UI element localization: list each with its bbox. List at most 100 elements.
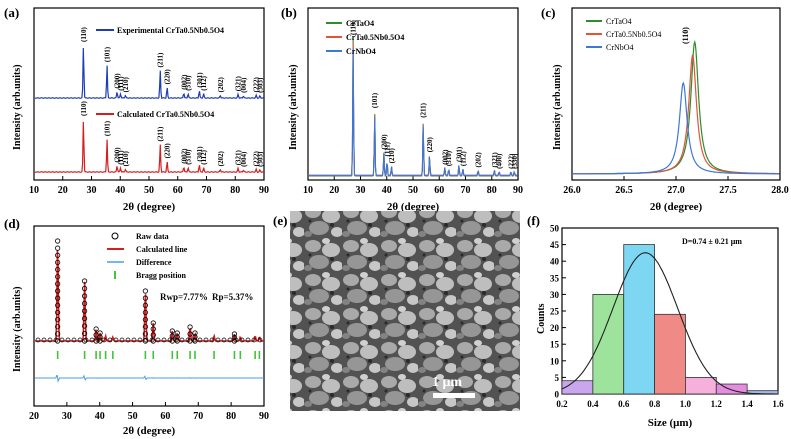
panel-a-peak-label: (112)	[200, 75, 208, 90]
raw-data-point	[89, 337, 95, 343]
raw-data-point	[187, 331, 193, 337]
panel-c: (c) Intensity (arb.units) 2θ (degree) 26…	[541, 5, 789, 213]
panel-f-ytick-label: 10	[550, 356, 560, 366]
exp-line	[34, 47, 264, 99]
raw-data-point	[174, 338, 180, 344]
panel-f-xtick-label: 0.4	[587, 399, 599, 409]
raw-data-point	[93, 332, 99, 338]
raw-data-point	[142, 324, 148, 330]
raw-data-point	[149, 337, 155, 343]
panel-b-xlabel: 2θ (degree)	[387, 201, 440, 213]
raw-data-point	[173, 337, 179, 343]
raw-data-point	[95, 337, 101, 343]
panel-a-xticks: 10 20 30 40 50 60 70 80 90	[29, 176, 269, 196]
legend-c-crnbo4-label: CrNbO4	[606, 43, 634, 52]
raw-data-point	[55, 245, 61, 251]
panel-f-xtick-label: 1.4	[742, 399, 754, 409]
histogram-bar	[623, 244, 655, 395]
raw-data-point	[209, 337, 215, 343]
raw-data-point	[161, 337, 167, 343]
scalebar-label: 1 μm	[432, 375, 462, 390]
panel-f-ytick-label: 30	[550, 290, 560, 300]
panel-f-label: (f)	[527, 213, 540, 228]
raw-data-point	[142, 316, 148, 323]
panel-a-peak-label: (222)	[253, 77, 261, 93]
panel-a-xtick-tick-label: 80	[230, 185, 240, 196]
raw-data-point	[55, 281, 61, 287]
raw-data-point	[251, 337, 257, 343]
raw-data-point	[192, 330, 198, 336]
panel-a-ylabel: Intensity (arb.units)	[12, 64, 23, 150]
panel-d-xtick-tick-label: 20	[29, 411, 39, 422]
panel-b-xtick-tick-label: 90	[513, 185, 523, 196]
panel-f-xtick-label: 0.8	[649, 399, 661, 409]
raw-data-point	[71, 337, 77, 343]
panel-b-peak-label: (200)	[380, 134, 388, 150]
panel-f-ytick-label: 50	[550, 224, 560, 234]
panel-a-exp-series: (110) (101) (200)(111)(210) (211) (220) (002)…	[34, 27, 264, 99]
raw-data-point	[150, 332, 156, 338]
raw-data-point	[41, 337, 47, 343]
panel-f-ytick-label: 0	[555, 390, 560, 400]
histogram-bar	[592, 293, 625, 395]
legend-crtanb-label: CrTa0.5Nb0.5O4	[346, 33, 404, 42]
panel-f-xtick-label: 0.2	[556, 399, 568, 409]
raw-data-point	[113, 337, 119, 343]
raw-data-point	[55, 288, 61, 294]
panel-c-peak-label: (110)	[681, 27, 690, 44]
raw-data-point	[185, 337, 191, 343]
panel-a-peak-label: (303)	[256, 151, 264, 167]
panel-a-peak-label: (200)	[114, 147, 122, 163]
raw-data-point	[82, 278, 88, 284]
raw-data-point	[82, 323, 88, 329]
raw-data-point	[82, 285, 88, 292]
panel-c-xtick-tick-label: 26.5	[615, 185, 633, 196]
panel-f-yticks: 0 5 10 15 20 25 30 35 40 45 50	[550, 224, 566, 400]
gaussian-fit-curve	[561, 252, 778, 395]
raw-data-point	[93, 326, 99, 332]
raw-data-point	[245, 337, 251, 343]
panel-a-peak-label: (202)	[217, 77, 225, 93]
raw-data-point	[82, 315, 88, 322]
panel-a-peak-label: (002)	[180, 74, 188, 90]
panel-c-xtick-tick-label: 27.5	[719, 185, 737, 196]
panel-d-raw-series	[35, 238, 263, 344]
panel-c-xlabel: 2θ (degree)	[650, 201, 703, 213]
crtao4-peak-line	[573, 39, 780, 175]
panel-a-peak-label: (220)	[164, 143, 172, 159]
histogram-bar	[685, 376, 717, 395]
panel-a-peak-label: (222)	[253, 151, 261, 167]
panel-b-xticks: 10 20 30 40 50 60 70 80 90	[303, 176, 523, 196]
legend-calc-label: Calculated CrTa0.5Nb0.5O4	[117, 110, 214, 119]
crnbo4-line	[309, 47, 518, 177]
panel-b-xtick-tick-label: 10	[303, 185, 313, 196]
panel-c-series	[573, 39, 780, 175]
panel-b-peak-label: (101)	[371, 92, 379, 108]
panel-d: (d) Intensity (arb.units) 2θ (degree) 20…	[4, 216, 269, 437]
raw-data-point	[55, 309, 61, 316]
panel-d-xticks: 20 30 40 50 60 70 80 90	[29, 402, 269, 422]
panel-d-diff-series	[35, 374, 264, 384]
raw-data-point	[192, 334, 198, 340]
panel-d-xtick-tick-label: 40	[95, 411, 105, 422]
raw-data-point	[82, 293, 88, 299]
panel-a-peak-label: (310)	[185, 149, 193, 165]
raw-data-point	[221, 337, 227, 343]
panel-d-legend: Raw data Calculated line Difference Brag…	[107, 232, 188, 280]
raw-data-point	[101, 337, 107, 343]
panel-a-peak-label: (210)	[122, 151, 130, 167]
panel-b-xtick-tick-label: 60	[434, 185, 444, 196]
panel-d-xtick-tick-label: 30	[62, 411, 72, 422]
raw-data-point	[231, 334, 238, 341]
legend-raw-marker	[111, 232, 119, 240]
panel-b-peak-label: (222)	[507, 153, 515, 169]
panel-c-legend: CrTaO4 CrTa0.5Nb0.5O4 CrNbO4	[586, 17, 661, 52]
panel-a-label: (a)	[4, 5, 19, 20]
raw-data-point	[55, 331, 61, 337]
panel-a-xtick-tick-label: 40	[115, 185, 125, 196]
raw-data-point	[137, 337, 143, 343]
panel-d-bragg-series	[56, 351, 261, 359]
raw-data-point	[257, 337, 263, 343]
legend-bragg-label: Bragg position	[136, 271, 187, 280]
